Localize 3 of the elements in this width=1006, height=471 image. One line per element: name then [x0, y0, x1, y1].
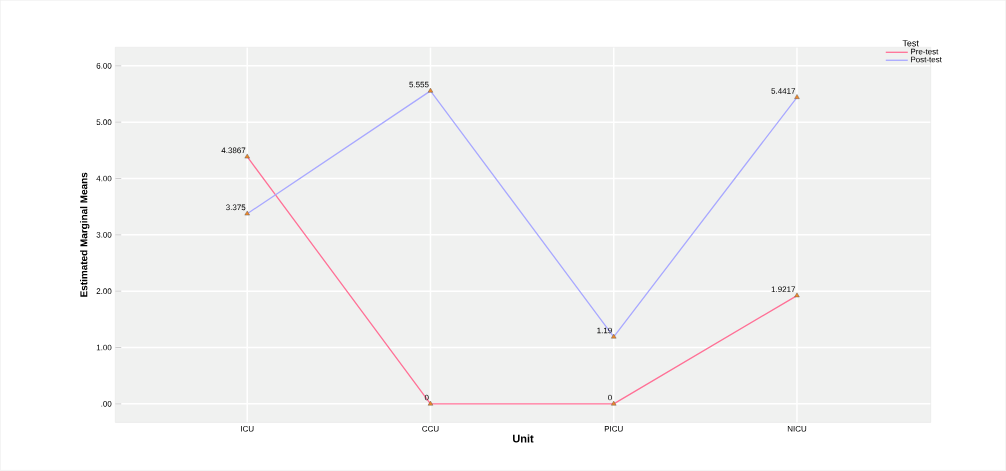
y-axis-title: Estimated Marginal Means [80, 172, 90, 297]
legend-title: Test [902, 40, 919, 47]
x-axis-title: Unit [513, 434, 534, 443]
